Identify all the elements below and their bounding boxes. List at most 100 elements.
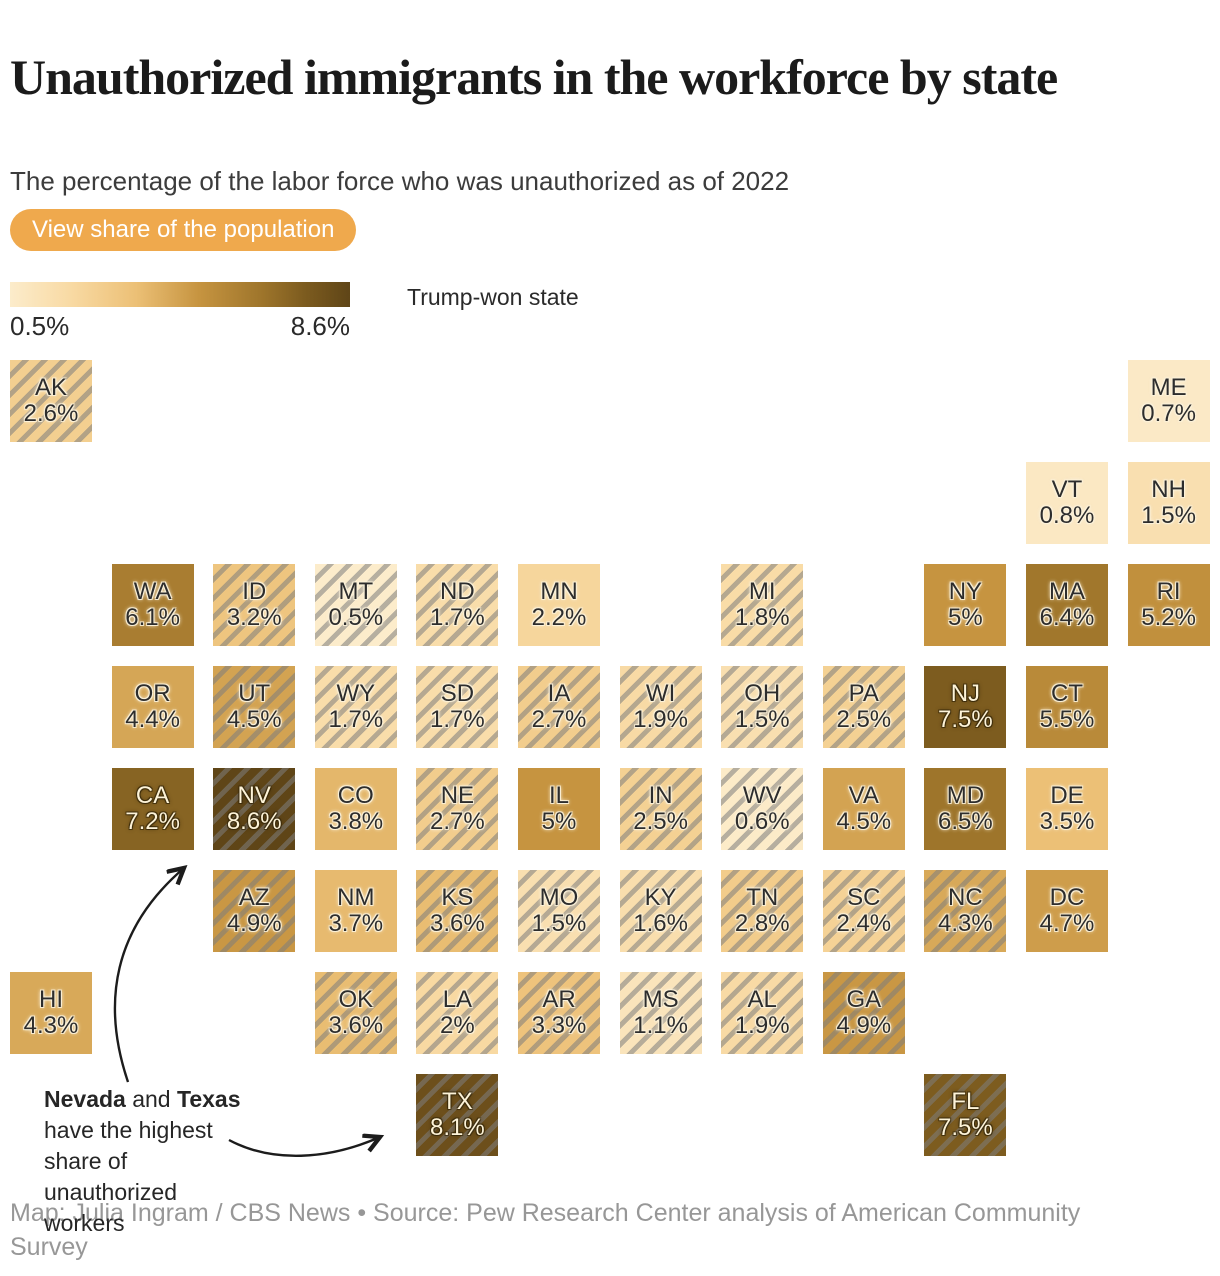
- state-tile-ma[interactable]: MA 6.4%: [1026, 564, 1108, 646]
- trump-hatch-overlay: [10, 360, 92, 442]
- state-tile-pa[interactable]: PA 2.5%: [822, 666, 905, 748]
- state-abbr: TN: [746, 884, 779, 911]
- state-tile-ks[interactable]: KS 3.6%: [416, 870, 499, 952]
- state-tile-la[interactable]: LA 2%: [416, 972, 499, 1054]
- state-abbr: CT: [1051, 680, 1083, 707]
- state-tile-il[interactable]: IL 5%: [518, 768, 600, 850]
- state-tile-wy[interactable]: WY 1.7%: [314, 666, 397, 748]
- trump-hatch-overlay: [721, 768, 804, 850]
- state-abbr: MS: [642, 986, 679, 1013]
- state-tile-ct[interactable]: CT 5.5%: [1026, 666, 1108, 748]
- trump-legend-label: Trump-won state: [407, 284, 579, 310]
- state-value: 3.6%: [430, 910, 485, 937]
- state-tile-nm[interactable]: NM 3.7%: [314, 870, 397, 952]
- state-tile-mt[interactable]: MT 0.5%: [314, 564, 397, 646]
- state-value: 2.5%: [633, 808, 688, 835]
- trump-hatch-overlay: [619, 666, 702, 748]
- state-tile-nh[interactable]: NH 1.5%: [1127, 462, 1210, 544]
- state-abbr: KS: [441, 884, 474, 911]
- trump-hatch-overlay: [314, 564, 397, 646]
- state-abbr: AZ: [238, 884, 270, 911]
- state-value: 4.7%: [1039, 910, 1095, 937]
- state-tile-tx[interactable]: TX 8.1%: [416, 1074, 499, 1156]
- state-abbr: SD: [440, 680, 475, 707]
- state-tile-fl[interactable]: FL 7.5%: [924, 1074, 1007, 1156]
- state-tile-in[interactable]: IN 2.5%: [619, 768, 702, 850]
- state-abbr: WI: [645, 680, 676, 707]
- state-value: 1.5%: [1141, 502, 1196, 529]
- state-tile-ky[interactable]: KY 1.6%: [619, 870, 702, 952]
- state-tile-me[interactable]: ME 0.7%: [1127, 360, 1210, 442]
- state-abbr: MO: [539, 884, 579, 911]
- state-value: 7.2%: [125, 808, 180, 835]
- state-tile-mn[interactable]: MN 2.2%: [518, 564, 600, 646]
- state-tile-ut[interactable]: UT 4.5%: [213, 666, 296, 748]
- trump-hatch-overlay: [416, 666, 499, 748]
- state-tile-tn[interactable]: TN 2.8%: [721, 870, 804, 952]
- state-tile-ne[interactable]: NE 2.7%: [416, 768, 499, 850]
- trump-hatch-overlay: [213, 768, 296, 850]
- state-abbr: AK: [34, 374, 67, 401]
- state-tile-ak[interactable]: AK 2.6%: [10, 360, 92, 442]
- state-tile-nj[interactable]: NJ 7.5%: [924, 666, 1007, 748]
- state-value: 1.7%: [430, 604, 485, 631]
- state-tile-id[interactable]: ID 3.2%: [213, 564, 296, 646]
- view-population-toggle-button[interactable]: View share of the population: [10, 209, 357, 251]
- state-tile-ms[interactable]: MS 1.1%: [619, 972, 702, 1054]
- state-value: 4.5%: [226, 706, 282, 733]
- state-tile-sc[interactable]: SC 2.4%: [822, 870, 905, 952]
- state-tile-wa[interactable]: WA 6.1%: [111, 564, 194, 646]
- state-abbr: WA: [133, 578, 172, 605]
- state-value: 3.8%: [328, 808, 384, 835]
- chart-subtitle: The percentage of the labor force who wa…: [10, 166, 790, 196]
- state-tile-nc[interactable]: NC 4.3%: [924, 870, 1007, 952]
- state-tile-nv[interactable]: NV 8.6%: [213, 768, 296, 850]
- state-tile-nd[interactable]: ND 1.7%: [416, 564, 499, 646]
- state-tile-ga[interactable]: GA 4.9%: [822, 972, 905, 1054]
- trump-hatch-swatch: [373, 282, 400, 309]
- state-abbr: AR: [542, 986, 576, 1013]
- credit-source-line: Map: Julia Ingram / CBS News • Source: P…: [10, 1196, 1210, 1264]
- state-tile-al[interactable]: AL 1.9%: [721, 972, 804, 1054]
- state-value: 1.5%: [734, 706, 790, 733]
- trump-hatch-overlay: [721, 564, 804, 646]
- state-abbr: MA: [1049, 578, 1085, 605]
- state-tile-wi[interactable]: WI 1.9%: [619, 666, 702, 748]
- state-tile-hi[interactable]: HI 4.3%: [10, 972, 92, 1054]
- state-tile-vt[interactable]: VT 0.8%: [1026, 462, 1108, 544]
- state-tile-ar[interactable]: AR 3.3%: [518, 972, 600, 1054]
- state-value: 2.4%: [836, 910, 892, 937]
- state-tile-md[interactable]: MD 6.5%: [924, 768, 1007, 850]
- state-abbr: SC: [847, 884, 881, 911]
- annotation-text: Nevada and Texas have the highest share o…: [44, 1084, 284, 1239]
- state-abbr: NY: [948, 578, 983, 605]
- state-tile-ok[interactable]: OK 3.6%: [314, 972, 397, 1054]
- state-tile-wv[interactable]: WV 0.6%: [721, 768, 804, 850]
- state-tile-oh[interactable]: OH 1.5%: [721, 666, 804, 748]
- state-tile-de[interactable]: DE 3.5%: [1026, 768, 1108, 850]
- state-tile-co[interactable]: CO 3.8%: [314, 768, 397, 850]
- state-tile-ny[interactable]: NY 5%: [924, 564, 1007, 646]
- state-value: 0.5%: [328, 604, 384, 631]
- state-tile-va[interactable]: VA 4.5%: [822, 768, 905, 850]
- trump-hatch-overlay: [619, 768, 702, 850]
- state-tile-ca[interactable]: CA 7.2%: [111, 768, 194, 850]
- state-tile-or[interactable]: OR 4.4%: [111, 666, 194, 748]
- state-value: 2.2%: [531, 604, 587, 631]
- legend-min-label: 0.5%: [10, 311, 70, 341]
- state-tile-dc[interactable]: DC 4.7%: [1026, 870, 1108, 952]
- state-abbr: NV: [237, 782, 271, 809]
- trump-hatch-overlay: [416, 870, 499, 952]
- state-value: 1.7%: [328, 706, 384, 733]
- state-tile-az[interactable]: AZ 4.9%: [213, 870, 296, 952]
- state-value: 7.5%: [938, 706, 993, 733]
- state-value: 5.5%: [1039, 706, 1095, 733]
- state-tile-mo[interactable]: MO 1.5%: [518, 870, 600, 952]
- state-tile-ri[interactable]: RI 5.2%: [1127, 564, 1210, 646]
- trump-hatch-overlay: [518, 666, 600, 748]
- state-tile-sd[interactable]: SD 1.7%: [416, 666, 499, 748]
- trump-hatch-overlay: [924, 870, 1007, 952]
- state-tile-ia[interactable]: IA 2.7%: [518, 666, 600, 748]
- state-tile-mi[interactable]: MI 1.8%: [721, 564, 804, 646]
- state-abbr: WV: [742, 782, 782, 809]
